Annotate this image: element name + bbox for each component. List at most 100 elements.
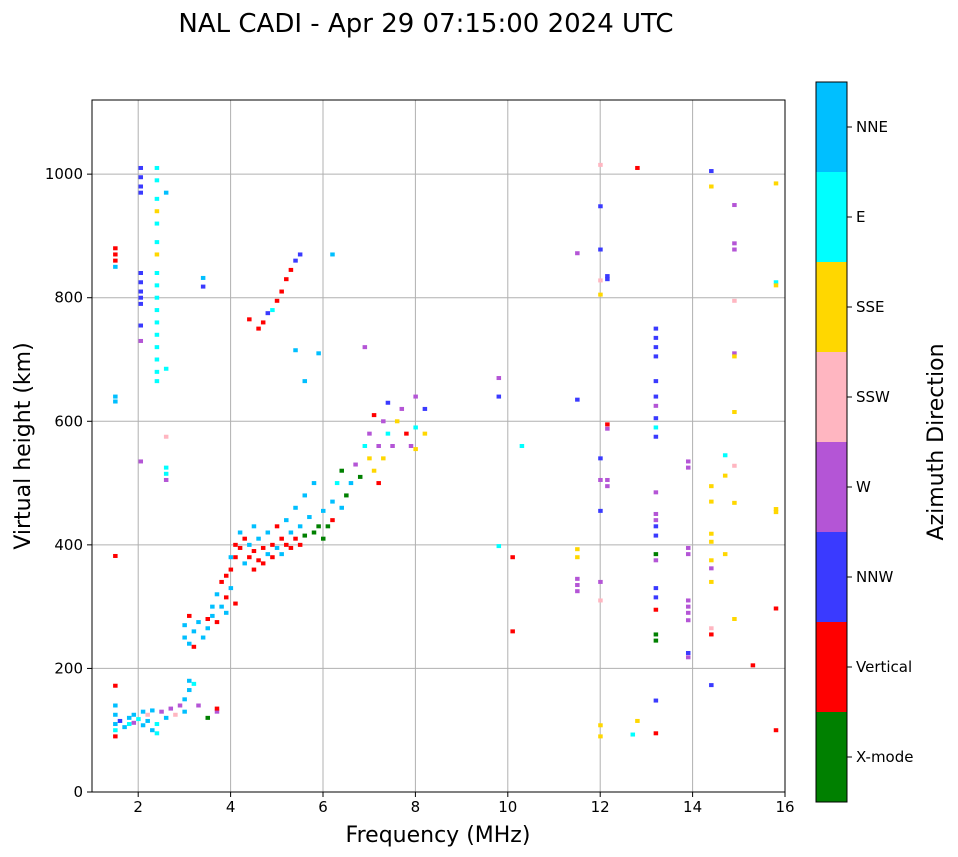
data-point-w [685, 604, 691, 609]
data-point-nne [187, 678, 192, 683]
data-point-nnw [653, 533, 659, 538]
data-point-vertical [233, 555, 238, 560]
data-point-w [598, 477, 603, 482]
data-point-vertical [773, 728, 779, 733]
data-point-vertical [773, 606, 779, 611]
data-point-e [113, 728, 118, 733]
data-point-nne [311, 481, 317, 486]
data-point-w [685, 618, 691, 623]
data-point-nnw [138, 165, 144, 170]
y-tick-label: 0 [73, 783, 83, 801]
data-point-vertical [187, 613, 192, 618]
data-point-nne [274, 545, 280, 550]
data-point-vertical [214, 706, 220, 711]
data-point-nne [140, 723, 146, 728]
data-point-nnw [709, 683, 714, 688]
x-tick-label: 2 [133, 798, 143, 816]
data-point-x-mode [344, 493, 349, 498]
x-tick-label: 16 [775, 798, 794, 816]
data-point-w [376, 444, 381, 448]
data-point-sse [709, 484, 714, 489]
data-point-w [214, 709, 220, 714]
data-point-vertical [242, 536, 247, 541]
data-point-nne [228, 586, 234, 591]
colorbar-tick-label: NNE [856, 118, 888, 136]
data-point-w [575, 589, 580, 594]
data-point-vertical [270, 542, 275, 547]
data-point-vertical [113, 553, 118, 558]
data-point-nnw [653, 595, 659, 600]
data-points [113, 162, 779, 739]
data-point-nne [196, 620, 201, 625]
data-point-ssw [163, 434, 169, 439]
data-point-vertical [113, 734, 118, 739]
data-point-w [196, 703, 201, 708]
data-point-w [653, 518, 659, 523]
data-point-nnw [653, 586, 659, 591]
data-point-nnw [653, 434, 659, 439]
data-point-nne [182, 623, 187, 628]
data-point-nne [242, 561, 247, 566]
data-point-nne [265, 552, 271, 557]
data-point-nnw [138, 280, 144, 285]
x-axis-label: Frequency (MHz) [346, 823, 531, 848]
data-point-w [598, 579, 603, 584]
data-point-vertical [288, 267, 294, 272]
x-tick-label: 4 [226, 798, 236, 816]
data-point-vertical [510, 555, 515, 560]
data-point-vertical [635, 165, 640, 170]
data-point-nnw [293, 258, 298, 263]
y-tick-label: 800 [54, 289, 83, 307]
data-point-vertical [205, 617, 210, 621]
data-point-w [362, 345, 368, 350]
colorbar-segment-ssw [816, 352, 847, 442]
data-point-w [163, 477, 169, 482]
data-point-e [154, 221, 160, 226]
data-point-nnw [138, 295, 144, 300]
data-point-w [653, 511, 659, 516]
colorbar-segment-sse [816, 262, 847, 352]
data-point-nne [122, 725, 127, 730]
data-point-nne [182, 635, 187, 640]
data-point-e [413, 425, 418, 430]
data-point-sse [732, 410, 737, 415]
data-point-sse [732, 500, 737, 505]
data-point-nne [113, 394, 118, 399]
data-point-sse [709, 499, 714, 504]
y-tick-label: 600 [54, 412, 83, 430]
data-point-vertical [279, 289, 284, 294]
data-point-nnw [598, 456, 603, 461]
data-point-ssw [598, 278, 603, 283]
data-point-w [685, 655, 691, 660]
data-point-w [709, 566, 714, 571]
data-point-w [138, 459, 144, 464]
data-point-nne [126, 715, 132, 720]
data-point-nne [191, 629, 197, 634]
data-point-nne [237, 530, 243, 535]
data-point-e [154, 345, 160, 350]
data-point-nne [228, 555, 234, 560]
data-point-e [362, 444, 368, 448]
data-point-nne [163, 715, 169, 720]
data-point-nne [214, 592, 220, 597]
data-point-sse [773, 510, 779, 515]
data-point-w [138, 338, 144, 343]
data-point-nne [145, 718, 150, 723]
colorbar-segment-nnw [816, 532, 847, 622]
data-point-sse [709, 558, 714, 563]
data-point-vertical [237, 545, 243, 550]
data-point-nne [247, 542, 252, 547]
data-point-sse [722, 552, 728, 557]
data-point-nnw [653, 379, 659, 384]
data-point-sse [575, 555, 580, 560]
data-point-nnw [265, 311, 271, 316]
data-point-e [154, 271, 160, 275]
data-point-nne [113, 712, 118, 717]
data-point-nne [113, 264, 118, 269]
x-tick-label: 10 [498, 798, 517, 816]
data-point-nnw [653, 335, 659, 340]
data-point-e [385, 431, 391, 436]
data-point-nnw [138, 175, 144, 180]
data-point-nne [302, 379, 308, 384]
data-point-sse [773, 507, 779, 512]
